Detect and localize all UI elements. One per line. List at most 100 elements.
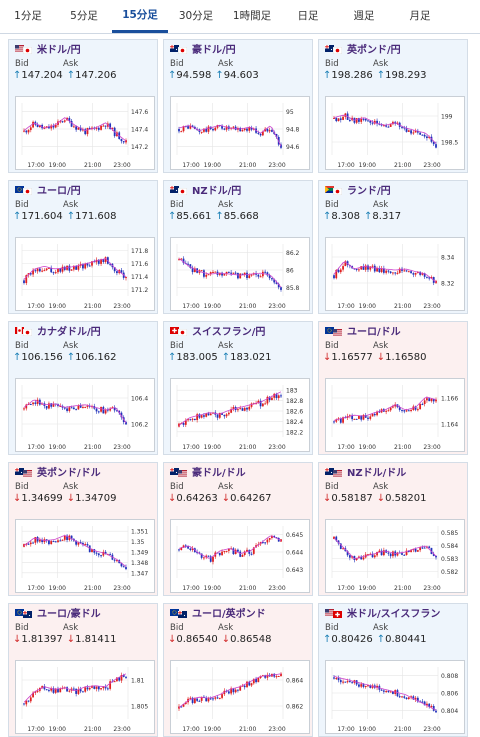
- mini-chart[interactable]: 1.351 1.35 1.349 1.348 1.347 17:00 19:00 21:00 2…: [15, 519, 155, 593]
- candle-body: [389, 553, 392, 557]
- candle-body: [182, 423, 185, 425]
- mini-chart[interactable]: 95 94.8 94.6 17:00 19:00 21:00 23:00: [170, 96, 310, 170]
- pair-name[interactable]: 米ドル/円: [37, 45, 81, 56]
- y-tick-label: 182.4: [286, 419, 303, 426]
- candlestick-chart: 8.34 8.32 17:00 19:00 21:00 23:00: [331, 244, 455, 310]
- tab-4[interactable]: 30分足: [178, 10, 214, 22]
- pair-name[interactable]: ユーロ/英ポンド: [192, 609, 266, 620]
- candle-body: [59, 688, 62, 693]
- candle-body: [218, 697, 221, 699]
- mini-chart[interactable]: 1.166 1.164 17:00 19:00 21:00 23:00: [325, 378, 465, 452]
- pair-name[interactable]: ランド/円: [347, 186, 391, 197]
- candle-body: [79, 405, 82, 408]
- candle-body: [91, 261, 93, 266]
- candle-body: [248, 127, 251, 131]
- ask-value: 94.603: [223, 70, 259, 81]
- candle-body: [403, 554, 406, 556]
- rate-card[interactable]: ユーロ/豪ドル Bid Ask ↓1.81397 ↓1.81411 1.81 1.805 17…: [8, 603, 158, 737]
- candle-body: [401, 696, 403, 698]
- rate-card[interactable]: 米ドル/スイスフラン Bid Ask ↑0.80426 ↑0.80441 0.808 0.8…: [318, 603, 468, 737]
- candle-body: [362, 684, 365, 687]
- candle-body: [266, 674, 269, 678]
- candle-body: [410, 130, 412, 134]
- pair-name[interactable]: スイスフラン/円: [192, 327, 266, 338]
- rate-card[interactable]: ユーロ/英ポンド Bid Ask ↓0.86540 ↓0.86548 0.864 0.862…: [163, 603, 313, 737]
- rate-card[interactable]: 英ポンド/ドル Bid Ask ↓1.34699 ↓1.34709 1.351 1.35 1.…: [8, 462, 158, 596]
- mini-chart[interactable]: 183 182.8 182.6 182.4 182.2 17:00 19:00 21:00 23…: [170, 378, 310, 452]
- x-tick-label: 21:00: [394, 444, 411, 451]
- candle-body: [25, 130, 28, 133]
- candlestick-chart: 0.585 0.584 0.583 0.582 17:00 19:00 21:00 23:00: [331, 526, 458, 592]
- candle-body: [259, 133, 262, 136]
- pair-name[interactable]: 豪ドル/円: [192, 45, 236, 56]
- pair-name[interactable]: ユーロ/円: [37, 186, 81, 197]
- candle-body: [261, 271, 264, 277]
- pair-name[interactable]: NZドル/ドル: [347, 468, 407, 479]
- rate-card[interactable]: 豪ドル/ドル Bid Ask ↓0.64263 ↓0.64267 0.645 0.644 0.…: [163, 462, 313, 596]
- candle-body: [189, 125, 192, 129]
- card-header: スイスフラン/円: [164, 322, 312, 339]
- candle-body: [88, 687, 91, 690]
- candle-body: [68, 265, 71, 271]
- candle-body: [225, 550, 228, 552]
- pair-name[interactable]: ユーロ/ドル: [347, 327, 401, 338]
- mini-chart[interactable]: 8.34 8.32 17:00 19:00 21:00 23:00: [325, 237, 465, 311]
- candle-body: [333, 677, 335, 679]
- tab-3[interactable]: 15分足: [112, 0, 168, 33]
- candle-body: [344, 681, 347, 683]
- candle-body: [189, 264, 192, 268]
- y-tick-label: 94.6: [286, 144, 300, 151]
- rate-card[interactable]: ユーロ/円 Bid Ask ↑171.604 ↑171.608 171.8 171.6 171…: [8, 180, 158, 314]
- ask-label: Ask: [218, 482, 234, 492]
- mini-chart[interactable]: 0.585 0.584 0.583 0.582 17:00 19:00 21:00 23:00: [325, 519, 465, 593]
- rate-card[interactable]: NZドル/円 Bid Ask ↑85.661 ↑85.668 86.2 86 85.8 17:0…: [163, 180, 313, 314]
- mini-chart[interactable]: 86.2 86 85.8 17:00 19:00 21:00 23:00: [170, 237, 310, 311]
- candle-body: [362, 415, 365, 420]
- candlestick-chart: 199 198.5 17:00 19:00 21:00 23:00: [331, 103, 458, 169]
- tab-6[interactable]: 日足: [297, 10, 319, 22]
- rate-card[interactable]: 英ポンド/円 Bid Ask ↑198.286 ↑198.293 199 198.5 17:0…: [318, 39, 468, 173]
- tab-5[interactable]: 1時間足: [232, 10, 272, 22]
- pair-name[interactable]: 英ポンド/ドル: [37, 468, 101, 479]
- rate-card[interactable]: カナダドル/円 Bid Ask ↑106.156 ↑106.162 106.4 106.2 1…: [8, 321, 158, 455]
- y-tick-label: 182.6: [286, 409, 303, 416]
- mini-chart[interactable]: 147.6 147.4 147.2 17:00 19:00 21:00 23:00: [15, 96, 155, 170]
- mini-chart[interactable]: 171.8 171.6 171.4 171.2 17:00 19:00 21:00 23:00: [15, 237, 155, 311]
- candle-body: [70, 407, 73, 409]
- rate-card[interactable]: NZドル/ドル Bid Ask ↓0.58187 ↓0.58201 0.585 0.584 0…: [318, 462, 468, 596]
- rate-card[interactable]: 米ドル/円 Bid Ask ↑147.204 ↑147.206 147.6 147.4 147…: [8, 39, 158, 173]
- x-tick-label: 17:00: [337, 444, 354, 451]
- mini-chart[interactable]: 0.864 0.862 17:00 19:00 21:00 23:00: [170, 660, 310, 734]
- tab-1[interactable]: 1分足: [14, 10, 42, 22]
- pair-name[interactable]: ユーロ/豪ドル: [37, 609, 101, 620]
- rate-card[interactable]: スイスフラン/円 Bid Ask ↑183.005 ↑183.021 183 182.8 18…: [163, 321, 313, 455]
- pair-name[interactable]: カナダドル/円: [37, 327, 101, 338]
- mini-chart[interactable]: 199 198.5 17:00 19:00 21:00 23:00: [325, 96, 465, 170]
- candle-body: [82, 542, 84, 545]
- candle-body: [346, 681, 349, 683]
- mini-chart[interactable]: 106.4 106.2 17:00 19:00 21:00 23:00: [15, 378, 155, 452]
- mini-chart[interactable]: 1.81 1.805 17:00 19:00 21:00 23:00: [15, 660, 155, 734]
- rate-card[interactable]: ランド/円 Bid Ask ↑8.308 ↑8.317 8.34 8.32 17:00 19:0…: [318, 180, 468, 314]
- candle-body: [333, 536, 335, 539]
- candle-body: [104, 257, 107, 263]
- mini-chart[interactable]: 0.645 0.644 0.643 17:00 19:00 21:00 23:00: [170, 519, 310, 593]
- tab-8[interactable]: 月足: [409, 10, 431, 22]
- candlestick-chart: 0.864 0.862 17:00 19:00 21:00 23:00: [176, 667, 303, 733]
- pair-name[interactable]: 米ドル/スイスフラン: [347, 609, 441, 620]
- candle-body: [280, 673, 282, 676]
- pair-name[interactable]: NZドル/円: [192, 186, 242, 197]
- x-tick-label: 21:00: [84, 585, 101, 592]
- y-tick-label: 0.584: [441, 543, 458, 550]
- pair-name[interactable]: 英ポンド/円: [347, 45, 401, 56]
- rate-card[interactable]: ユーロ/ドル Bid Ask ↓1.16577 ↓1.16580 1.166 1.164 17…: [318, 321, 468, 455]
- candle-body: [430, 277, 433, 279]
- tab-2[interactable]: 5分足: [70, 10, 98, 22]
- mini-chart[interactable]: 0.808 0.806 0.804 17:00 19:00 21:00 23:00: [325, 660, 465, 734]
- pair-name[interactable]: 豪ドル/ドル: [192, 468, 246, 479]
- flag-icon: [23, 329, 32, 336]
- candle-body: [237, 689, 239, 691]
- candle-body: [43, 128, 46, 130]
- rate-card[interactable]: 豪ドル/円 Bid Ask ↑94.598 ↑94.603 95 94.8 94.6 17:00…: [163, 39, 313, 173]
- tab-7[interactable]: 週足: [353, 10, 375, 22]
